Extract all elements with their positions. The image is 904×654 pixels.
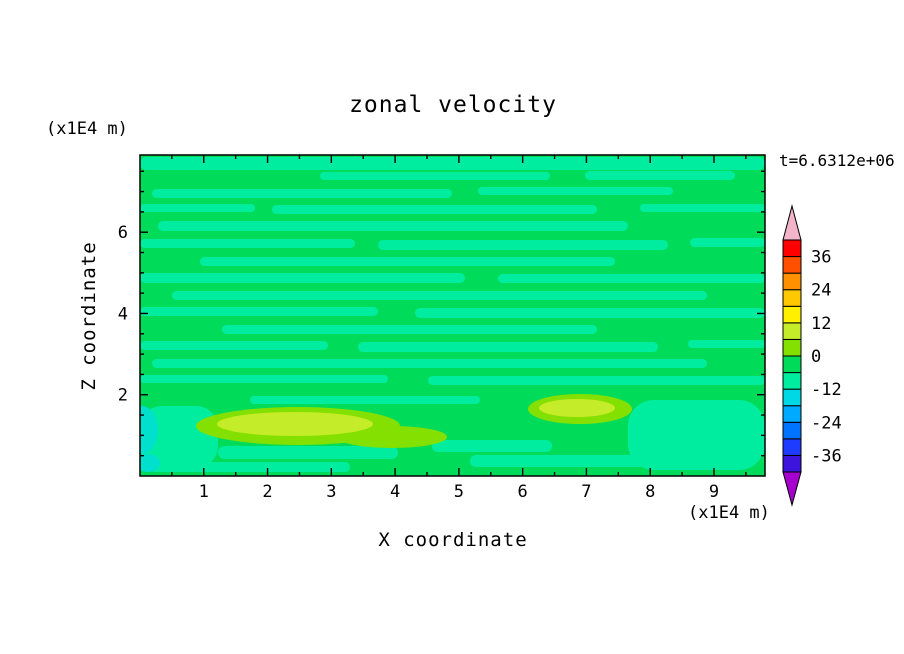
colorbar-cell <box>782 305 802 324</box>
contour-streak <box>140 239 355 248</box>
x-tick-label: 5 <box>454 482 464 502</box>
colorbar-cell <box>782 338 802 357</box>
y-axis-label: Z coordinate <box>78 241 100 390</box>
contour-streak <box>218 446 398 459</box>
contour-streak <box>172 291 707 300</box>
colorbar-cell <box>782 322 802 340</box>
contour-streak <box>200 257 615 266</box>
x-tick-label: 1 <box>199 482 209 502</box>
contour-region <box>217 412 373 436</box>
x-tick-label: 4 <box>390 482 400 502</box>
x-tick-label: 2 <box>262 482 272 502</box>
contour-streak <box>415 308 765 318</box>
contour-streak <box>250 396 480 404</box>
y-axis-unit: (x1E4 m) <box>46 119 128 139</box>
x-axis-unit: (x1E4 m) <box>688 503 770 523</box>
contour-region <box>140 454 160 472</box>
colorbar-cell <box>782 405 802 423</box>
contour-streak <box>140 341 328 350</box>
contour-region <box>628 400 765 470</box>
colorbar-cell <box>782 289 802 307</box>
x-tick-label: 3 <box>326 482 336 502</box>
y-tick-label: 2 <box>118 386 128 406</box>
contour-streak <box>428 376 765 385</box>
colorbar-cell <box>782 372 802 390</box>
x-tick-label: 7 <box>581 482 591 502</box>
contour-streak <box>140 204 255 212</box>
contour-streak <box>320 172 550 180</box>
axis-ticks: 1 2 3 4 5 6 7 8 9 2 4 6 <box>118 155 765 502</box>
contour-streak <box>152 189 452 198</box>
colorbar-tick-label: -36 <box>811 446 842 466</box>
contour-streak <box>140 375 388 383</box>
contour-region <box>337 426 447 448</box>
y-tick-label: 4 <box>118 304 128 324</box>
contour-streak <box>152 359 707 368</box>
colorbar-cell <box>782 239 802 258</box>
x-axis-label: X coordinate <box>378 529 527 551</box>
x-tick-label: 8 <box>645 482 655 502</box>
contour-streak <box>690 238 765 247</box>
colorbar-tick-label: -12 <box>811 380 842 400</box>
contour-streak <box>140 157 765 170</box>
colorbar-cell <box>782 421 802 440</box>
contour-streak <box>498 274 765 283</box>
contour-streak <box>140 273 465 283</box>
contour-streak <box>688 340 765 348</box>
contour-streak <box>358 342 658 352</box>
colorbar-tick-label: 0 <box>811 347 821 367</box>
x-tick-label: 6 <box>518 482 528 502</box>
contour-field <box>140 155 765 476</box>
colorbar-tick-label: 36 <box>811 248 831 268</box>
colorbar-over-arrow <box>782 204 802 241</box>
contour-streak <box>478 187 673 195</box>
colorbar-cell <box>782 454 802 473</box>
contour-streak <box>272 205 597 214</box>
contour-streak <box>585 171 735 180</box>
contour-region <box>140 406 158 454</box>
contour-streak <box>378 240 668 250</box>
contour-streak <box>140 307 378 316</box>
colorbar-tick-label: -24 <box>811 413 842 433</box>
plot-border <box>139 154 766 477</box>
colorbar-tick-label: 12 <box>811 314 831 334</box>
colorbar-cell <box>782 355 802 374</box>
colorbar: 36 24 12 0 -12 -24 -36 <box>782 204 842 507</box>
contour-streak <box>432 440 552 452</box>
timestamp-label: t=6.6312e+06 <box>779 151 895 170</box>
colorbar-cell <box>782 256 802 274</box>
colorbar-cell <box>782 272 802 291</box>
x-tick-label: 9 <box>709 482 719 502</box>
y-tick-label: 6 <box>118 223 128 243</box>
colorbar-tick-label: 24 <box>811 281 831 301</box>
contour-streak <box>640 204 765 212</box>
colorbar-under-arrow <box>782 471 802 507</box>
page-title: zonal velocity <box>349 92 557 118</box>
colorbar-cell <box>782 438 802 456</box>
contour-streak <box>222 325 597 334</box>
contour-region <box>140 406 218 468</box>
contour-streak <box>158 221 628 231</box>
contour-region <box>539 399 615 417</box>
colorbar-cell <box>782 388 802 407</box>
